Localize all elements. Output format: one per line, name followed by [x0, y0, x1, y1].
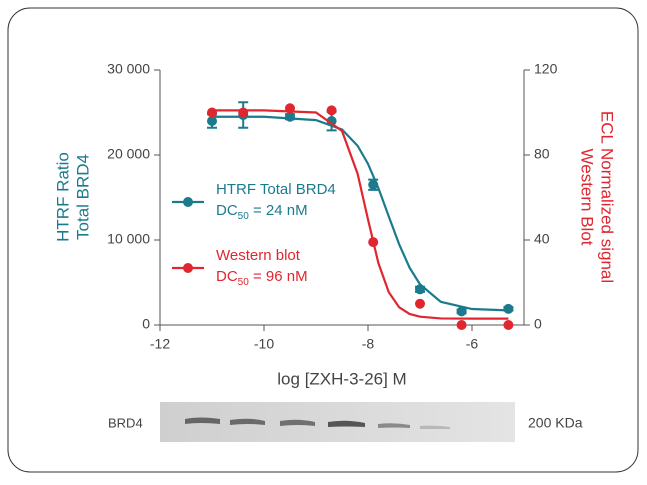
legend-dc50-part: 50 [238, 211, 250, 222]
legend-dc50-part: DC [216, 268, 238, 285]
y-tick-label: 0 [142, 316, 150, 332]
y2-tick-label: 40 [534, 231, 550, 247]
legend-label: HTRF Total BRD4 [216, 181, 336, 198]
y-tick-label: 30 000 [107, 61, 150, 77]
data-point [503, 304, 513, 314]
data-point [368, 180, 378, 190]
y2-tick-label: 0 [534, 316, 542, 332]
x-axis-title: log [ZXH-3-26] M [277, 369, 406, 388]
blot-label: BRD4 [108, 415, 143, 430]
y-axis-title: Total BRD4 [73, 154, 92, 240]
x-tick-label: -8 [362, 336, 375, 352]
data-point [238, 108, 248, 118]
data-point [285, 103, 295, 113]
y2-axis-title: ECL Normalized signal [598, 111, 617, 283]
data-point [415, 299, 425, 309]
legend-dc50-part: DC [216, 202, 238, 219]
blot-size: 200 KDa [528, 415, 583, 431]
legend-label: Western blot [216, 247, 301, 264]
x-tick-label: -12 [150, 336, 170, 352]
y-tick-label: 20 000 [107, 146, 150, 162]
page: log [ZXH-3-26] M HTRF Ratio Total BRD4 E… [0, 0, 647, 485]
data-point [457, 320, 467, 330]
legend-dc50-part: = 24 nM [249, 202, 308, 219]
y-tick-label: 10 000 [107, 231, 150, 247]
data-point [457, 306, 467, 316]
chart: log [ZXH-3-26] M HTRF Ratio Total BRD4 E… [0, 0, 647, 480]
legend-marker [183, 263, 193, 273]
y2-tick-label: 80 [534, 146, 550, 162]
data-point [503, 320, 513, 330]
legend-dc50: DC50 = 24 nM [216, 202, 308, 222]
y2-tick-label: 120 [534, 61, 558, 77]
data-point [327, 105, 337, 115]
legend-dc50-part: 50 [238, 277, 250, 288]
data-point [207, 108, 217, 118]
data-point [368, 237, 378, 247]
blot-image [160, 402, 515, 442]
y2-axis-title: Western Blot [578, 148, 597, 245]
legend-dc50-part: = 96 nM [249, 268, 308, 285]
legend-dc50: DC50 = 96 nM [216, 268, 308, 288]
x-tick-label: -6 [466, 336, 479, 352]
y-axis-title: HTRF Ratio [53, 152, 72, 242]
x-tick-label: -10 [254, 336, 274, 352]
data-point [415, 284, 425, 294]
legend-marker [183, 197, 193, 207]
